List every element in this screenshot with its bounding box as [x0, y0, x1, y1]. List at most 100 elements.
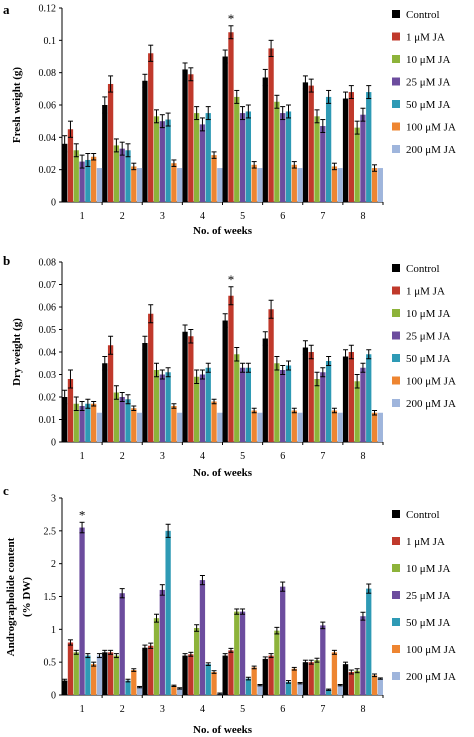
panel-a-fresh-weight-chart: a 0 0.02 0.04 0.06 0.08 0.1 0.12 1 2 3 4 5 6 7 8 * No. of…: [3, 2, 456, 237]
bar: [371, 412, 378, 442]
legend-entry: 1 μM JA: [406, 286, 445, 298]
bar: [171, 685, 177, 695]
bar: [177, 168, 183, 202]
bar: [291, 410, 297, 442]
bar: [366, 92, 372, 202]
legend-entry: 200 μM JA: [406, 144, 456, 156]
bar: [325, 689, 332, 695]
x-tick-label: 6: [280, 211, 285, 222]
legend-swatch: [392, 77, 400, 86]
bar: [291, 668, 297, 695]
bar: [102, 363, 108, 442]
bar: [342, 356, 349, 442]
bar: [354, 127, 360, 202]
x-tick-label: 1: [80, 704, 85, 715]
x-tick-label: 3: [160, 211, 165, 222]
bar: [234, 354, 240, 442]
bar: [107, 345, 114, 442]
bar: [125, 680, 131, 695]
y-tick-label: 0: [51, 691, 56, 702]
x-tick-label: 7: [320, 211, 325, 222]
bar: [102, 105, 108, 202]
bar: [79, 527, 85, 695]
bar: [136, 687, 143, 695]
bar: [85, 655, 91, 695]
legend-entry: Control: [406, 263, 440, 275]
x-tick-label: 4: [200, 211, 205, 222]
bar: [239, 113, 246, 202]
bar: [217, 168, 223, 202]
bar: [62, 397, 68, 442]
x-tick-label: 2: [120, 704, 125, 715]
bar: [245, 678, 252, 695]
legend-swatch: [392, 399, 400, 407]
y-axis-label: Dry weight (g): [11, 318, 23, 386]
bar: [182, 331, 188, 442]
x-tick-label: 4: [200, 704, 205, 715]
bar: [257, 168, 263, 202]
bar: [360, 114, 366, 202]
legend-swatch: [392, 672, 400, 680]
bar: [280, 370, 286, 442]
bar: [297, 683, 303, 695]
legend-swatch: [392, 264, 400, 272]
bar: [245, 367, 252, 442]
bar: [360, 616, 366, 695]
bar: [348, 352, 354, 442]
bar: [331, 166, 338, 202]
bar: [234, 611, 240, 695]
bar: [320, 372, 326, 442]
bar: [199, 374, 206, 442]
bar: [96, 168, 103, 202]
bar: [153, 370, 160, 442]
bar: [308, 352, 314, 442]
x-tick-label: 8: [360, 704, 365, 715]
x-axis-label: No. of weeks: [193, 724, 253, 736]
bar: [188, 654, 194, 695]
legend-swatch: [392, 10, 400, 18]
x-axis-label: No. of weeks: [193, 225, 253, 237]
bar: [337, 412, 343, 442]
legend-entry: Control: [406, 509, 440, 521]
bar: [79, 161, 85, 202]
x-tick-label: 5: [240, 451, 245, 462]
x-tick-label: 4: [200, 451, 205, 462]
legend-swatch: [392, 564, 400, 572]
y-axis-label-unit: (% DW): [21, 577, 33, 617]
legend-swatch: [392, 286, 400, 295]
bar: [228, 295, 234, 442]
bar: [320, 625, 326, 695]
bar: [199, 580, 206, 695]
bar: [165, 372, 171, 442]
bar: [153, 116, 160, 202]
x-tick-label: 3: [160, 451, 165, 462]
bar: [234, 96, 240, 202]
bar: [125, 399, 131, 442]
legend-swatch: [392, 618, 400, 626]
bar: [308, 85, 314, 202]
bar: [302, 347, 309, 442]
legend-swatch: [392, 354, 400, 362]
legend-swatch: [392, 645, 400, 653]
legend-entry: 50 μM JA: [406, 99, 450, 111]
x-tick-label: 1: [80, 451, 85, 462]
bar: [285, 681, 292, 695]
y-tick-label: 0.06: [39, 101, 57, 112]
bar: [360, 367, 366, 442]
y-tick-label: 0.08: [39, 68, 57, 79]
bar: [182, 69, 188, 202]
bar: [171, 163, 177, 202]
y-tick-label: 0.03: [39, 370, 57, 381]
bar: [348, 672, 354, 695]
panel-letter: c: [3, 483, 9, 498]
legend-entry: 200 μM JA: [406, 398, 456, 410]
x-tick-label: 6: [280, 704, 285, 715]
x-tick-label: 3: [160, 704, 165, 715]
bar: [79, 406, 85, 442]
bar: [371, 675, 378, 695]
bar: [96, 412, 103, 442]
y-tick-label: 0.04: [39, 348, 57, 359]
x-axis-label: No. of weeks: [193, 467, 253, 479]
bar: [348, 92, 354, 202]
bar: [199, 124, 206, 202]
